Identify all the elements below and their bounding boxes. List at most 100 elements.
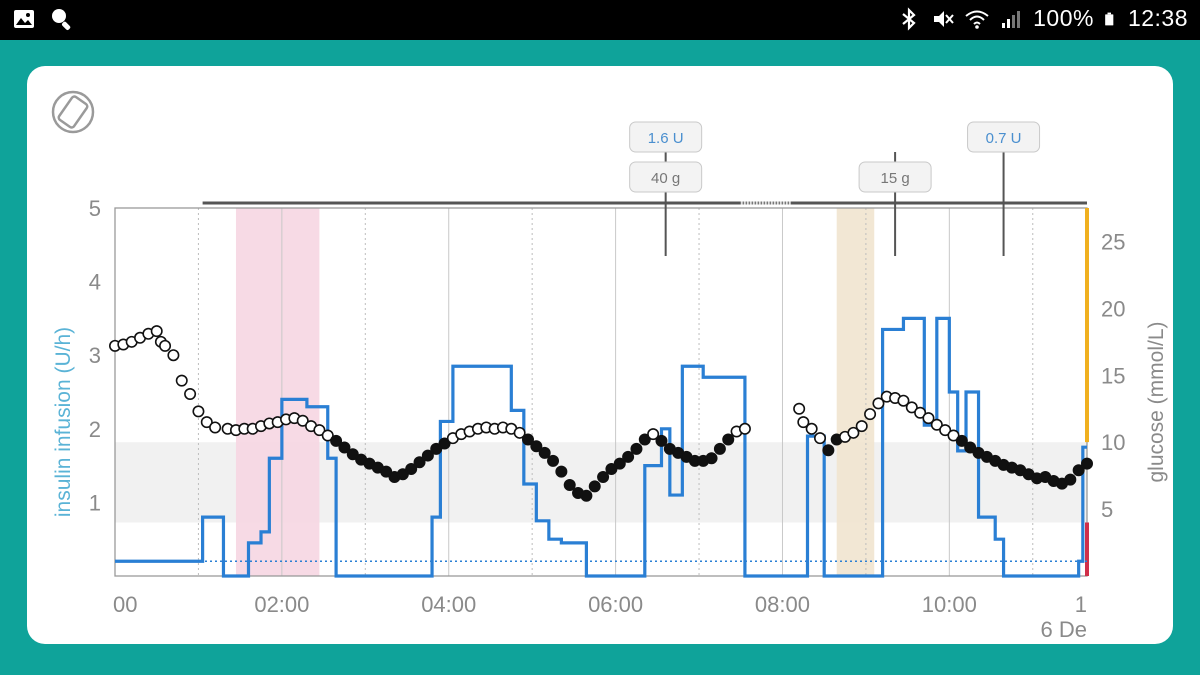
search-icon bbox=[52, 9, 71, 30]
image-icon bbox=[14, 10, 34, 28]
glucose-point bbox=[209, 421, 222, 434]
left-axis-tick-label: 1 bbox=[89, 490, 101, 515]
glucose-point bbox=[555, 465, 568, 478]
glucose-point bbox=[547, 454, 560, 467]
glucose-point bbox=[413, 456, 426, 469]
mute-icon bbox=[934, 10, 954, 27]
glucose-point bbox=[722, 433, 735, 446]
rotate-screen-icon[interactable] bbox=[49, 88, 97, 136]
glucose-point bbox=[930, 418, 943, 431]
x-axis-tick-label: 1 bbox=[1075, 592, 1087, 617]
battery-icon bbox=[1105, 12, 1114, 25]
glucose-point bbox=[380, 465, 393, 478]
wifi-icon bbox=[965, 10, 989, 29]
carb-label: 15 g bbox=[881, 170, 910, 187]
insulin-infusion-line bbox=[115, 316, 1087, 578]
left-axis-tick-label: 3 bbox=[89, 343, 101, 368]
glucose-point bbox=[613, 457, 626, 470]
glucose-point bbox=[563, 479, 576, 492]
bolus-label-box bbox=[629, 121, 703, 153]
glucose-point bbox=[513, 426, 526, 439]
glucose-point bbox=[538, 446, 551, 459]
bluetooth-icon bbox=[902, 6, 916, 31]
carb-label-box bbox=[858, 161, 932, 193]
glucose-point bbox=[405, 462, 418, 475]
status-bar-right: 100% 12:38 bbox=[897, 5, 1188, 32]
left-axis-tick-label: 5 bbox=[89, 196, 101, 221]
glucose-point bbox=[922, 412, 935, 425]
glucose-point bbox=[805, 422, 818, 435]
left-axis-tick-label: 4 bbox=[89, 270, 101, 295]
glucose-point bbox=[655, 434, 668, 447]
bolus-label: 1.6 U bbox=[648, 130, 684, 147]
glucose-point bbox=[438, 437, 451, 450]
glucose-point bbox=[638, 433, 651, 446]
chart-card bbox=[27, 66, 1173, 644]
glucose-point bbox=[905, 401, 918, 414]
shaded-period-tan bbox=[836, 208, 875, 576]
glucose-point bbox=[605, 462, 618, 475]
glucose-point bbox=[530, 440, 543, 453]
shaded-period-pink bbox=[235, 208, 320, 576]
glucose-point bbox=[647, 428, 660, 441]
status-bar-left bbox=[12, 7, 74, 31]
glucose-point bbox=[159, 339, 172, 352]
glucose-point bbox=[296, 414, 309, 427]
right-axis-tick-label: 10 bbox=[1101, 430, 1125, 455]
glucose-point bbox=[521, 433, 534, 446]
glucose-point bbox=[864, 408, 877, 421]
glucose-point bbox=[1081, 457, 1094, 470]
glucose-point bbox=[897, 394, 910, 407]
glucose-point bbox=[955, 434, 968, 447]
battery-percent: 100% bbox=[1033, 5, 1094, 31]
x-axis-tick-label: 06:00 bbox=[588, 592, 643, 617]
glucose-point bbox=[184, 388, 197, 401]
status-bar: 100% 12:38 bbox=[0, 0, 1200, 40]
glucose-point bbox=[580, 489, 593, 502]
glucose-point bbox=[338, 441, 351, 454]
carb-label-box bbox=[629, 161, 703, 193]
glucose-point bbox=[855, 420, 868, 433]
glucose-point bbox=[346, 448, 359, 461]
glucose-point bbox=[313, 424, 326, 437]
carb-label: 40 g bbox=[651, 170, 680, 187]
glucose-point bbox=[330, 434, 343, 447]
glucose-point bbox=[321, 429, 334, 442]
glucose-point bbox=[705, 452, 718, 465]
glucose-point bbox=[914, 406, 927, 419]
x-axis-tick-label: 04:00 bbox=[421, 592, 476, 617]
glucose-point bbox=[630, 442, 643, 455]
glucose-point bbox=[822, 444, 835, 457]
glucose-point bbox=[713, 442, 726, 455]
right-axis-tick-label: 5 bbox=[1101, 497, 1113, 522]
glucose-point bbox=[738, 422, 751, 435]
glucose-point bbox=[597, 470, 610, 483]
glucose-point bbox=[396, 468, 409, 481]
signal-icon bbox=[1002, 10, 1021, 28]
bolus-label: 0.7 U bbox=[986, 130, 1022, 147]
left-axis-title: insulin infusion (U/h) bbox=[52, 327, 75, 517]
glucose-point bbox=[814, 432, 827, 445]
glucose-point bbox=[964, 441, 977, 454]
glucose-point bbox=[622, 450, 635, 463]
glucose-point bbox=[939, 424, 952, 437]
left-axis-tick-label: 2 bbox=[89, 417, 101, 442]
right-axis-tick-label: 25 bbox=[1101, 229, 1125, 254]
glucose-point bbox=[793, 402, 806, 415]
glucose-point bbox=[200, 416, 213, 429]
glucose-point bbox=[588, 480, 601, 493]
glucose-point bbox=[1064, 473, 1077, 486]
glucose-point bbox=[947, 429, 960, 442]
glucose-point bbox=[847, 426, 860, 439]
glucose-point bbox=[1072, 464, 1085, 477]
clock: 12:38 bbox=[1127, 5, 1188, 31]
x-axis-tick-label: 08:00 bbox=[755, 592, 810, 617]
glucose-point bbox=[192, 405, 205, 418]
glucose-point bbox=[421, 449, 434, 462]
x-axis-tick-label: 10:00 bbox=[922, 592, 977, 617]
glucose-point bbox=[150, 325, 163, 338]
glucose-point bbox=[175, 374, 188, 387]
glucose-point bbox=[797, 416, 810, 429]
x-axis-date-label: 6 De bbox=[1041, 617, 1087, 642]
